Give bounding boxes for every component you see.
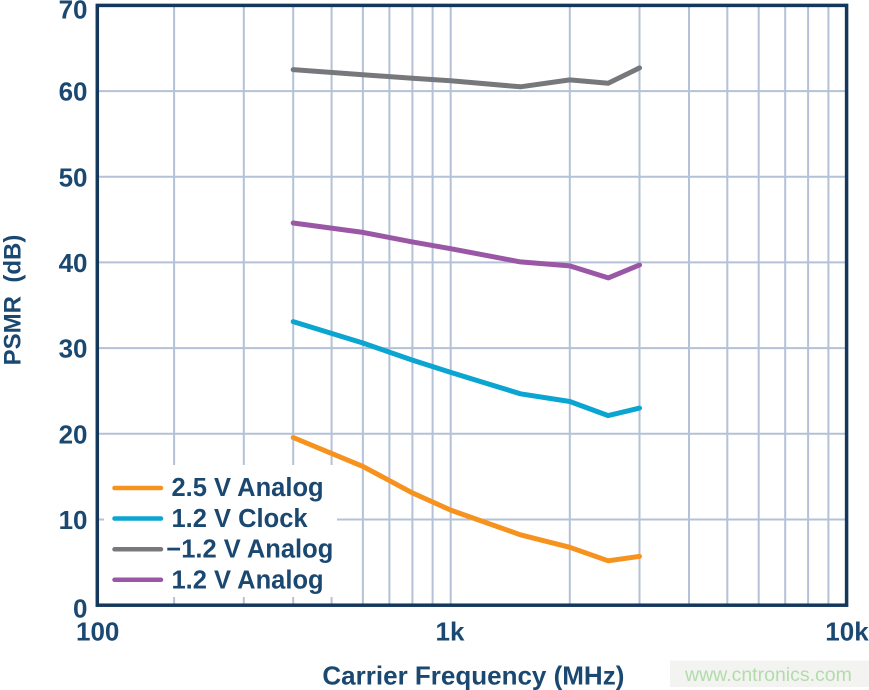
svg-text:www.cntronics.com: www.cntronics.com [684,664,852,686]
svg-text:PSMR (dB): PSMR (dB) [0,235,27,366]
svg-text:60: 60 [59,77,88,107]
svg-text:1.2 V Clock: 1.2 V Clock [172,505,309,533]
svg-text:50: 50 [59,162,88,192]
svg-text:1.2 V Analog: 1.2 V Analog [172,566,324,594]
svg-text:10k: 10k [825,616,869,646]
svg-text:30: 30 [59,334,88,364]
svg-text:−1.2 V Analog: −1.2 V Analog [166,536,333,564]
svg-text:10: 10 [59,505,88,535]
svg-text:2.5 V Analog: 2.5 V Analog [172,474,324,502]
svg-text:0: 0 [73,594,87,624]
svg-text:70: 70 [59,0,88,25]
svg-text:100: 100 [76,616,119,646]
svg-text:Carrier Frequency (MHz): Carrier Frequency (MHz) [322,661,624,690]
svg-text:20: 20 [59,419,88,449]
svg-text:40: 40 [59,248,88,278]
svg-text:1k: 1k [436,616,465,646]
